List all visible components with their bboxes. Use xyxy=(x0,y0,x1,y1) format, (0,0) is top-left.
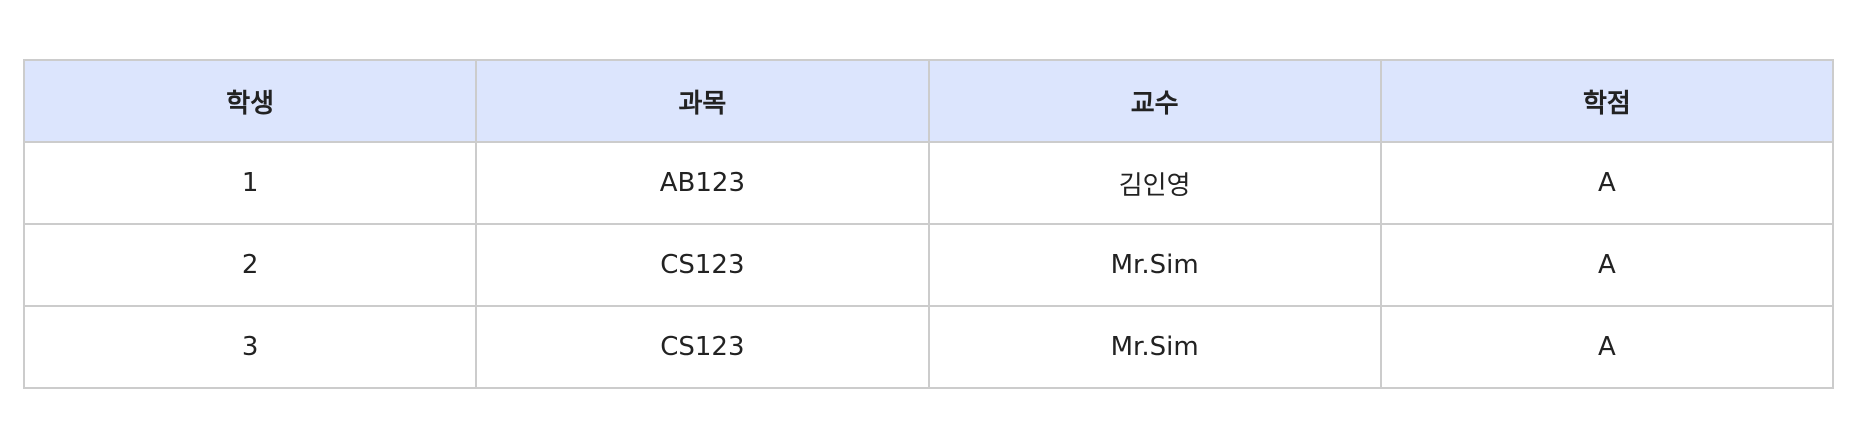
header-row: 학생 과목 교수 학점 xyxy=(22,59,1835,143)
header-professor: 교수 xyxy=(927,59,1382,143)
header-course: 과목 xyxy=(475,59,930,143)
cell-professor: 김인영 xyxy=(927,141,1382,225)
cell-grade: A xyxy=(1379,223,1835,307)
table-body: 1 AB123 김인영 A 2 CS123 Mr.Sim A 3 CS123 M… xyxy=(22,141,1835,389)
grades-table-container: 학생 과목 교수 학점 1 AB123 김인영 A 2 CS123 Mr.Sim… xyxy=(22,59,1835,389)
cell-student: 2 xyxy=(22,223,478,307)
table-header: 학생 과목 교수 학점 xyxy=(22,59,1835,143)
header-grade: 학점 xyxy=(1379,59,1835,143)
cell-professor: Mr.Sim xyxy=(927,223,1382,307)
table-row: 2 CS123 Mr.Sim A xyxy=(22,223,1835,307)
cell-grade: A xyxy=(1379,141,1835,225)
cell-grade: A xyxy=(1379,305,1835,389)
cell-course: CS123 xyxy=(475,305,930,389)
table-row: 1 AB123 김인영 A xyxy=(22,141,1835,225)
cell-course: CS123 xyxy=(475,223,930,307)
grades-table: 학생 과목 교수 학점 1 AB123 김인영 A 2 CS123 Mr.Sim… xyxy=(22,59,1835,389)
cell-professor: Mr.Sim xyxy=(927,305,1382,389)
cell-student: 1 xyxy=(22,141,478,225)
table-row: 3 CS123 Mr.Sim A xyxy=(22,305,1835,389)
header-student: 학생 xyxy=(22,59,478,143)
cell-course: AB123 xyxy=(475,141,930,225)
cell-student: 3 xyxy=(22,305,478,389)
